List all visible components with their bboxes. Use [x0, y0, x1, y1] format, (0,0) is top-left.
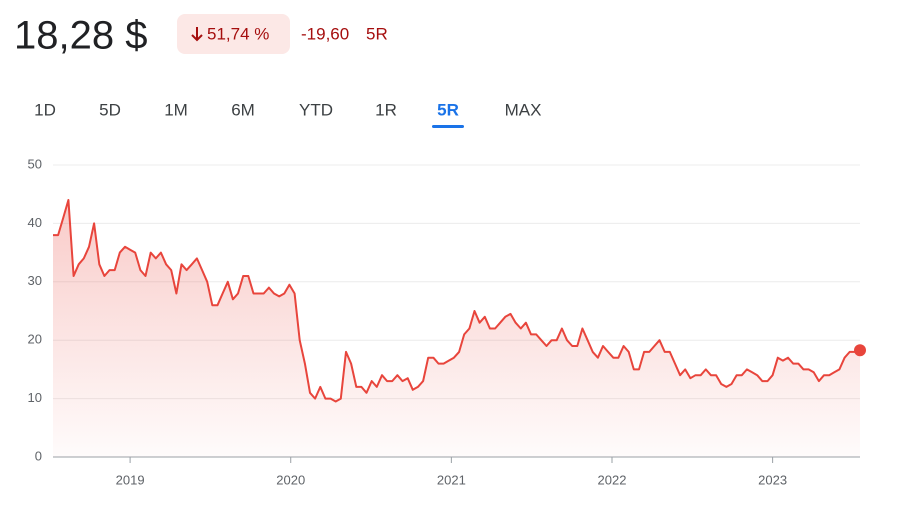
x-tick-label: 2019	[116, 472, 145, 487]
tab[interactable]: MAX	[505, 100, 542, 119]
tab[interactable]: 6M	[231, 100, 255, 119]
chart: 0 10 20 30 40 50 2019 2020 2021 2022 2023	[28, 156, 866, 487]
y-tick-label: 10	[28, 390, 42, 405]
tab[interactable]: YTD	[299, 100, 333, 119]
last-point	[854, 344, 866, 357]
tab[interactable]: 5R	[437, 100, 459, 119]
x-tick-label: 2020	[276, 472, 305, 487]
change-period: 5R	[366, 24, 388, 43]
x-tick-label: 2022	[598, 472, 627, 487]
price-line	[53, 199, 861, 403]
y-tick-label: 0	[35, 448, 42, 463]
x-tick-label: 2021	[437, 472, 466, 487]
area	[53, 200, 860, 457]
x-tick-label: 2023	[758, 472, 787, 487]
tab[interactable]: 1R	[375, 100, 397, 119]
y-tick-label: 50	[28, 156, 42, 171]
change-value: -19,60	[301, 24, 349, 43]
tabs: 1D 5D 1M 6M YTD 1R 5R MAX	[34, 100, 541, 128]
down-arrow	[191, 27, 203, 42]
change-percent: 51,74 %	[207, 24, 269, 43]
tab[interactable]: 5D	[99, 100, 121, 119]
y-tick-label: 40	[28, 215, 42, 230]
tab[interactable]: 1D	[34, 100, 56, 119]
tab[interactable]: 1M	[164, 100, 188, 119]
price: 18,28 $	[14, 14, 147, 58]
y-tick-label: 20	[28, 332, 42, 347]
tab-underline	[432, 125, 464, 128]
y-tick-label: 30	[28, 273, 42, 288]
change-badge	[177, 14, 290, 54]
